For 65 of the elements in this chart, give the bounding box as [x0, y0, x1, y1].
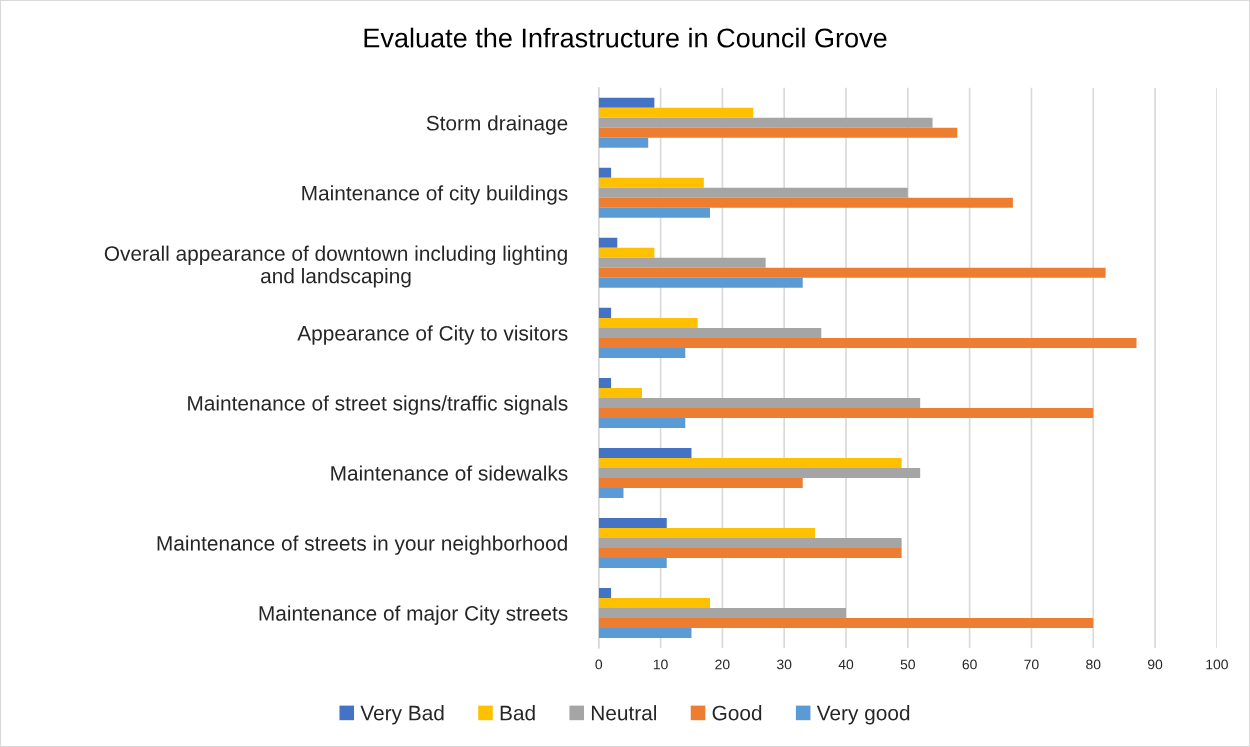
bar [598, 447, 692, 458]
bar [598, 618, 1094, 629]
bar [598, 317, 698, 328]
bar [598, 377, 612, 388]
bar [598, 277, 803, 288]
bar [598, 467, 921, 478]
x-tick-label: 80 [1086, 659, 1101, 670]
y-tick-label: Maintenance of streets in your neighborhood [157, 535, 567, 555]
x-tick-label: 20 [715, 659, 730, 670]
legend-label: Neutral [591, 705, 657, 721]
bar [598, 197, 1013, 208]
bar [598, 187, 908, 198]
legend-label: Very Bad [360, 705, 444, 725]
bar [598, 417, 686, 428]
bar [598, 207, 711, 218]
x-tick-label: 70 [1024, 659, 1039, 670]
bar [598, 477, 803, 488]
bar [598, 527, 816, 538]
x-tick-label: 100 [1206, 659, 1228, 670]
legend-label: Very good [816, 705, 910, 725]
bar [598, 387, 643, 398]
y-tick-label: Appearance of City to visitors [297, 325, 568, 345]
x-tick-label: 10 [653, 659, 668, 670]
x-tick-label: 0 [595, 659, 603, 670]
bar [598, 267, 1106, 278]
bar [598, 117, 933, 128]
y-tick-label: Storm drainage [426, 115, 568, 135]
bar [598, 407, 1094, 418]
bar [598, 537, 902, 548]
bar [598, 237, 618, 248]
x-tick-label: 40 [838, 659, 854, 670]
x-tick-label: 50 [900, 659, 915, 670]
y-tick-label: Maintenance of sidewalks [331, 465, 568, 481]
y-tick-label: Maintenance of major City streets [259, 605, 568, 625]
legend-label: Good [712, 705, 762, 721]
bar [598, 257, 766, 268]
x-tick-label: 60 [962, 659, 977, 670]
x-tick-label: 90 [1147, 659, 1163, 670]
bar [598, 307, 612, 318]
bar [598, 457, 902, 468]
bar [598, 588, 612, 598]
bar [598, 517, 667, 528]
bar [598, 557, 667, 568]
bar [598, 327, 822, 338]
bar [598, 337, 1137, 348]
bar [598, 547, 902, 558]
bar [598, 628, 692, 639]
bar [598, 347, 686, 358]
bar [598, 608, 846, 619]
y-tick-label: Maintenance of city buildings [302, 185, 568, 205]
bar [598, 397, 921, 408]
y-tick-label: Overall appearance of downtown including lighting and landscaping [104, 245, 567, 288]
bar [598, 598, 711, 608]
bar [598, 107, 754, 118]
bar [598, 97, 655, 108]
chart-title: Evaluate the Infrastructure in Council Grove [364, 27, 887, 48]
bar [598, 167, 612, 178]
y-tick-label: Maintenance of street signs/traffic signals [188, 395, 568, 415]
legend-label: Bad [500, 705, 535, 721]
bar [598, 137, 649, 148]
bar [598, 247, 655, 258]
bar [598, 127, 958, 138]
bar [598, 177, 704, 188]
bar [598, 487, 624, 498]
x-tick-label: 30 [776, 659, 792, 670]
